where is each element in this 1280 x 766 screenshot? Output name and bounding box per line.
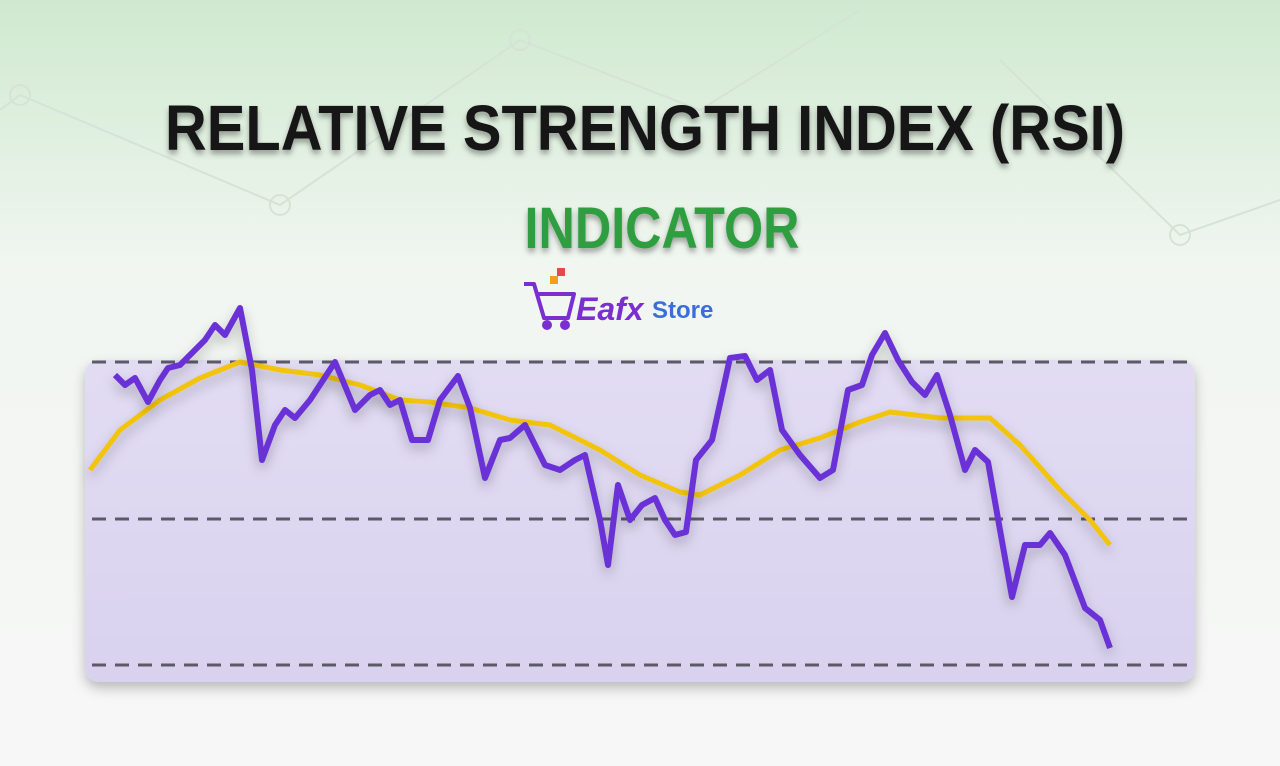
cart-box <box>557 268 565 276</box>
background-decoration <box>0 9 1280 246</box>
signal-line <box>88 359 1112 547</box>
logo-suffix: Store <box>652 297 713 324</box>
rsi-line <box>112 305 1113 650</box>
logo-brand: Eafx <box>576 291 645 327</box>
title: RELATIVE STRENGTH INDEX (RSI) <box>165 92 1125 164</box>
logo: Eafx Store <box>524 268 713 330</box>
cart-icon <box>524 282 576 330</box>
cart-box <box>550 276 558 284</box>
subtitle: INDICATOR <box>525 196 800 261</box>
chart-panel <box>85 360 1195 682</box>
